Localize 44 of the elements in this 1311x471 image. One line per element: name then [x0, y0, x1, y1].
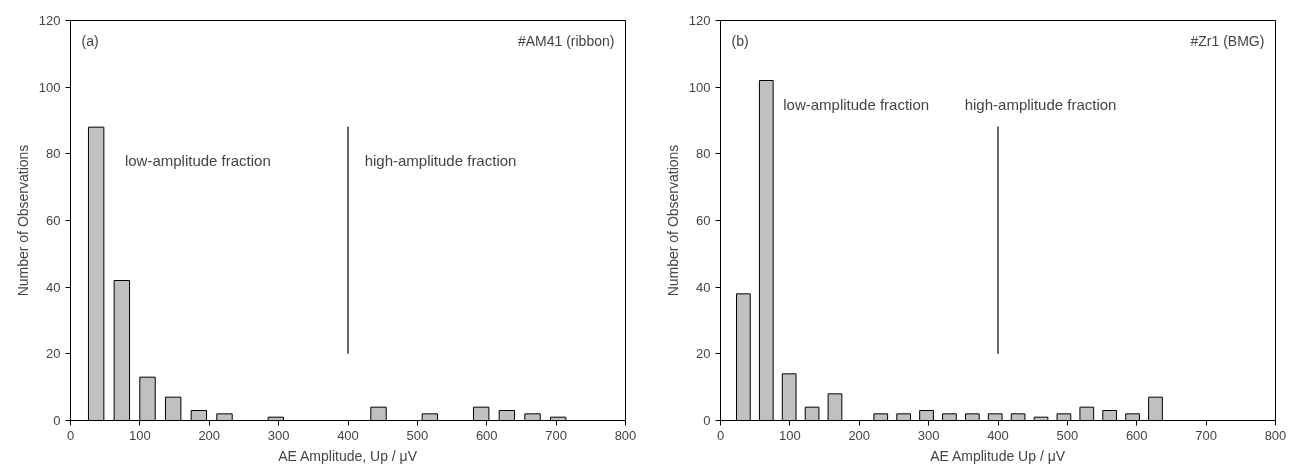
x-tick-label: 400: [987, 427, 1009, 443]
y-tick-label: 60: [696, 213, 711, 228]
x-tick-label: 200: [848, 427, 871, 443]
text: #Zr1 (BMG): [1190, 32, 1265, 49]
annotation: low-amplitude fraction: [783, 96, 930, 113]
y-axis-title: Number of Observations: [14, 144, 31, 297]
x-tick-label: 400: [337, 427, 359, 443]
x-tick-label: 100: [779, 427, 801, 443]
x-tick-label: 300: [917, 427, 940, 443]
x-tick-label: 700: [545, 427, 567, 443]
y-tick-label: 20: [696, 346, 711, 362]
x-tick-label: 500: [406, 427, 429, 443]
y-tick-label: 0: [703, 413, 711, 428]
x-tick-label: 800: [1264, 427, 1287, 443]
x-tick-label: 0: [66, 427, 75, 443]
x-tick-label: 600: [475, 427, 498, 443]
y-tick-label: 80: [696, 146, 711, 162]
x-tick-label: 600: [1125, 427, 1148, 443]
x-axis-title: AE Amplitude, Up / μV: [278, 447, 418, 464]
annotation: high-amplitude fraction: [364, 152, 517, 169]
text: (a): [81, 32, 99, 49]
text: (b): [731, 32, 749, 49]
y-axis-title: Number of Observations: [664, 144, 681, 297]
x-tick-label: 500: [1056, 427, 1079, 443]
annotation: low-amplitude fraction: [124, 152, 271, 169]
y-tick-label: 40: [46, 279, 61, 295]
y-tick-label: 80: [46, 146, 61, 162]
x-tick-label: 300: [267, 427, 290, 443]
annotation: high-amplitude fraction: [964, 96, 1117, 113]
y-tick-label: 100: [688, 79, 711, 95]
y-tick-label: 0: [53, 413, 61, 428]
x-tick-label: 0: [716, 427, 725, 443]
x-axis-title: AE Amplitude Up / μV: [930, 447, 1066, 464]
y-tick-label: 120: [38, 13, 61, 28]
x-tick-label: 700: [1195, 427, 1217, 443]
x-tick-label: 800: [614, 427, 637, 443]
y-tick-label: 100: [38, 79, 61, 95]
y-tick-label: 20: [46, 346, 61, 362]
x-tick-label: 200: [198, 427, 221, 443]
y-tick-label: 40: [696, 279, 711, 295]
y-tick-label: 60: [46, 213, 61, 228]
y-tick-label: 120: [688, 13, 711, 28]
x-tick-label: 100: [129, 427, 151, 443]
text: #AM41 (ribbon): [517, 32, 615, 49]
